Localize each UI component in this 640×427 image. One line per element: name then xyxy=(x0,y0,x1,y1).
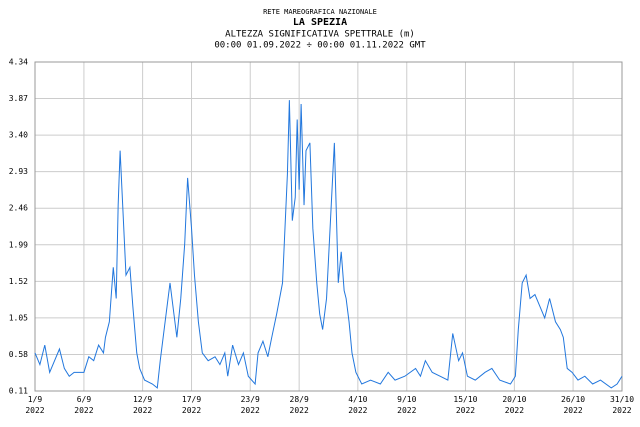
y-tick-label: 2.46 xyxy=(9,204,28,213)
x-tick-label-line: 20/10 xyxy=(502,395,526,404)
x-tick-label: 4/10 2022 xyxy=(348,395,367,415)
x-tick-label-line: 28/9 xyxy=(290,395,309,404)
y-tick-label: 1.52 xyxy=(9,277,28,286)
x-tick-label-line: 2022 xyxy=(348,406,367,415)
x-tick-label-line: 2022 xyxy=(397,406,416,415)
y-tick-label: 1.99 xyxy=(9,240,28,249)
x-tick-label-line: 2022 xyxy=(182,406,201,415)
y-tick-label: 3.40 xyxy=(9,131,28,140)
x-tick-label-line: 2022 xyxy=(241,406,260,415)
chart-subtitle: LA SPEZIA xyxy=(293,17,347,28)
chart-title: RETE MAREOGRAFICA NAZIONALE xyxy=(263,8,377,16)
x-tick-label: 12/9 2022 xyxy=(133,395,152,415)
x-tick-label: 6/9 2022 xyxy=(74,395,93,415)
y-tick-label: 4.34 xyxy=(9,58,28,67)
x-tick-label-line: 2022 xyxy=(563,406,582,415)
x-tick-label-line: 1/9 xyxy=(28,395,43,404)
x-tick-label: 28/9 2022 xyxy=(290,395,309,415)
x-tick-label: 17/9 2022 xyxy=(182,395,201,415)
period-label: 00:00 01.09.2022 ÷ 00:00 01.11.2022 GMT xyxy=(214,41,426,51)
x-tick-label-line: 9/10 xyxy=(397,395,416,404)
y-axis-label: ALTEZZA SIGNIFICATIVA SPETTRALE (m) xyxy=(225,30,415,40)
x-tick-label: 20/10 2022 xyxy=(502,395,526,415)
x-tick-label-line: 2022 xyxy=(290,406,309,415)
x-tick-label-line: 6/9 xyxy=(77,395,92,404)
x-tick-label: 1/9 2022 xyxy=(25,395,44,415)
x-tick-label-line: 15/10 xyxy=(453,395,477,404)
x-tick-label-line: 2022 xyxy=(74,406,93,415)
x-tick-label-line: 2022 xyxy=(133,406,152,415)
x-tick-label-line: 31/10 xyxy=(610,395,634,404)
y-tick-label: 0.58 xyxy=(9,350,28,359)
x-tick-label-line: 2022 xyxy=(505,406,524,415)
x-tick-label-line: 4/10 xyxy=(348,395,367,404)
x-tick-label: 15/10 2022 xyxy=(453,395,477,415)
x-tick-label: 26/10 2022 xyxy=(561,395,585,415)
x-tick-label-line: 12/9 xyxy=(133,395,152,404)
x-tick-label-line: 26/10 xyxy=(561,395,585,404)
x-tick-label-line: 23/9 xyxy=(241,395,260,404)
x-tick-label-line: 2022 xyxy=(456,406,475,415)
x-tick-label: 23/9 2022 xyxy=(241,395,260,415)
x-tick-label-line: 2022 xyxy=(25,406,44,415)
y-tick-label: 2.93 xyxy=(9,167,28,176)
x-tick-label-line: 17/9 xyxy=(182,395,201,404)
y-tick-label: 3.87 xyxy=(9,94,28,103)
y-tick-label: 0.11 xyxy=(9,387,28,396)
x-tick-label: 31/10 2022 xyxy=(610,395,634,415)
x-tick-label-line: 2022 xyxy=(612,406,631,415)
y-tick-label: 1.05 xyxy=(9,313,28,322)
plot-frame xyxy=(34,61,623,392)
x-tick-label: 9/10 2022 xyxy=(397,395,416,415)
data-line xyxy=(34,100,623,389)
